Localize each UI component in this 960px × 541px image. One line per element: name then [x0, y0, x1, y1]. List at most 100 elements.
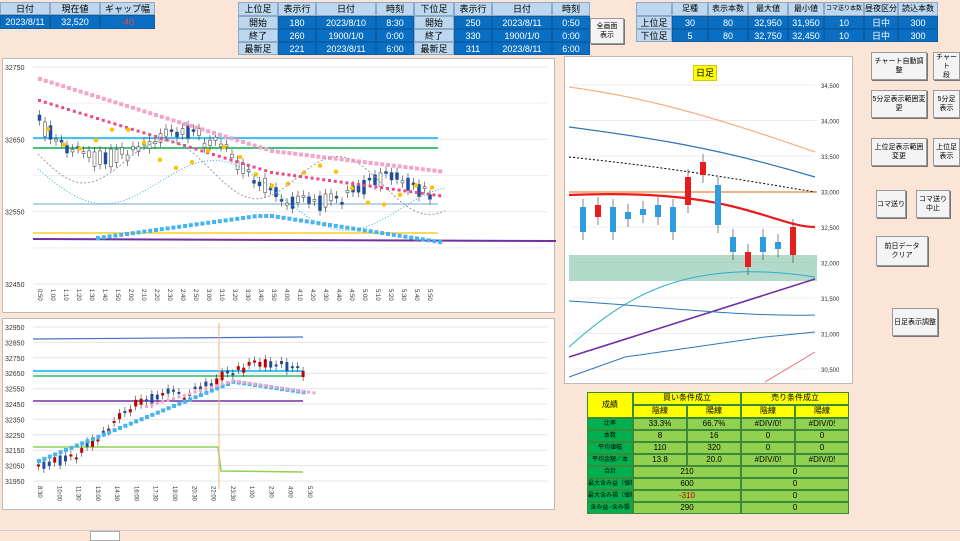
- x-tick-label: 19:00: [171, 486, 177, 502]
- table-cell: 0:00: [552, 29, 590, 42]
- candle: [197, 128, 201, 136]
- yellow-dot: [77, 146, 83, 151]
- red-marker: [328, 179, 331, 182]
- blue-band-marker: [220, 384, 225, 389]
- sheet-tab-strip: [0, 530, 960, 541]
- pink-band-marker: [155, 401, 159, 405]
- stats-row-value: 320: [687, 442, 741, 454]
- blue-band-marker: [345, 225, 350, 230]
- candle: [109, 148, 113, 167]
- blue-band-marker: [134, 419, 139, 424]
- clear-prev-day-button[interactable]: 前日データ クリア: [876, 236, 928, 266]
- candle: [175, 131, 179, 138]
- pink-band-marker: [409, 165, 414, 170]
- table-cell: 311: [454, 42, 492, 55]
- table-cell: 330: [454, 29, 492, 42]
- x-tick-label: 22:00: [210, 486, 216, 502]
- pink-band-marker: [177, 395, 181, 399]
- blue-band-marker: [85, 439, 90, 444]
- candle: [101, 430, 105, 433]
- chart-lower-button[interactable]: チャート 段: [933, 52, 960, 80]
- candle: [685, 177, 691, 205]
- candle: [123, 411, 127, 414]
- blue-band-marker: [281, 215, 286, 220]
- candle: [428, 194, 432, 200]
- red-marker: [339, 180, 343, 184]
- ref-line-lightgreen-step: [217, 446, 304, 473]
- yellow-dot: [333, 169, 339, 174]
- stats-buy-total: 210: [633, 466, 741, 478]
- pink-band-marker: [142, 109, 147, 114]
- dotted-ma-line: [37, 140, 446, 215]
- yellow-dot: [365, 200, 371, 205]
- right-table-cell: 5: [672, 29, 708, 42]
- blue-band-marker: [107, 430, 112, 435]
- candle: [247, 361, 251, 366]
- x-tick-label: 3:40: [257, 289, 263, 301]
- candle: [191, 129, 196, 132]
- ref-line-navy: [32, 336, 304, 340]
- x-tick-label: 2:30: [267, 486, 273, 498]
- blue-band-marker: [310, 220, 315, 225]
- right-table-header: 昼夜区分: [864, 2, 898, 16]
- pink-band-marker: [148, 111, 153, 116]
- y-tick-label: 32550: [5, 210, 25, 217]
- x-tick-label: 1:40: [101, 289, 107, 301]
- pink-band-marker: [357, 159, 361, 164]
- y-tick-label: 34,500: [821, 84, 840, 90]
- table-cell: 開始: [238, 16, 278, 29]
- five-min-range-button[interactable]: 5分足表示範囲変更: [871, 90, 927, 118]
- candle: [204, 381, 208, 387]
- step-forward-button[interactable]: コマ送り: [876, 190, 906, 218]
- right-table-cell: 31,950: [788, 16, 824, 29]
- candle: [96, 439, 100, 442]
- pink-band-marker: [84, 91, 89, 96]
- candle: [263, 359, 267, 368]
- candle: [85, 441, 89, 447]
- upper-reset-button[interactable]: 上位足 表示: [933, 138, 960, 166]
- pink-band-marker: [223, 134, 228, 139]
- x-tick-label: 3:30: [244, 289, 250, 301]
- pink-band-marker: [119, 102, 124, 107]
- blue-band-marker: [209, 388, 214, 393]
- candle: [670, 207, 676, 232]
- pink-band-marker: [183, 122, 187, 126]
- y-tick-label: 33,000: [821, 191, 840, 197]
- yellow-dot: [237, 154, 243, 160]
- red-marker: [212, 153, 215, 156]
- pink-band-marker: [281, 150, 286, 155]
- table-cell: 最新足: [414, 42, 454, 55]
- candle: [53, 457, 57, 463]
- red-marker: [217, 154, 221, 158]
- pink-band-marker: [61, 84, 66, 89]
- pink-band-marker: [420, 167, 425, 172]
- pink-band-marker: [310, 153, 315, 158]
- step-stop-button[interactable]: コマ送り 中止: [916, 190, 950, 218]
- red-marker: [119, 124, 123, 128]
- blue-band-marker: [101, 432, 106, 437]
- candle: [208, 139, 212, 146]
- candle: [202, 142, 207, 148]
- candle: [59, 139, 64, 143]
- right-table-cell: 32,950: [748, 16, 788, 29]
- y-tick-label: 32450: [5, 282, 25, 289]
- x-tick-label: 1:30: [88, 289, 94, 301]
- x-tick-label: 4:00: [283, 289, 289, 301]
- stats-row-value: 16: [687, 430, 741, 442]
- blue-band-marker: [159, 227, 164, 232]
- candle: [312, 199, 317, 202]
- red-marker: [188, 145, 192, 149]
- upper-range-button[interactable]: 上位足表示範囲変更: [871, 138, 927, 166]
- candle: [257, 181, 262, 187]
- blue-band-marker: [235, 216, 240, 221]
- stats-row-value: 0: [741, 442, 795, 454]
- five-min-reset-button[interactable]: 5分足 表示: [933, 90, 960, 118]
- chart-auto-adjust-button[interactable]: チャート自動調整: [871, 52, 927, 80]
- table-cell: 1900/1/0: [316, 29, 376, 42]
- pink-band-marker: [242, 381, 246, 384]
- yellow-dot: [109, 127, 115, 132]
- stats-row-value: 13.8: [633, 454, 687, 466]
- fullscreen-button[interactable]: 全画面 表示: [590, 18, 624, 44]
- daily-adjust-button[interactable]: 日足表示調整: [892, 308, 938, 336]
- candle: [64, 455, 67, 462]
